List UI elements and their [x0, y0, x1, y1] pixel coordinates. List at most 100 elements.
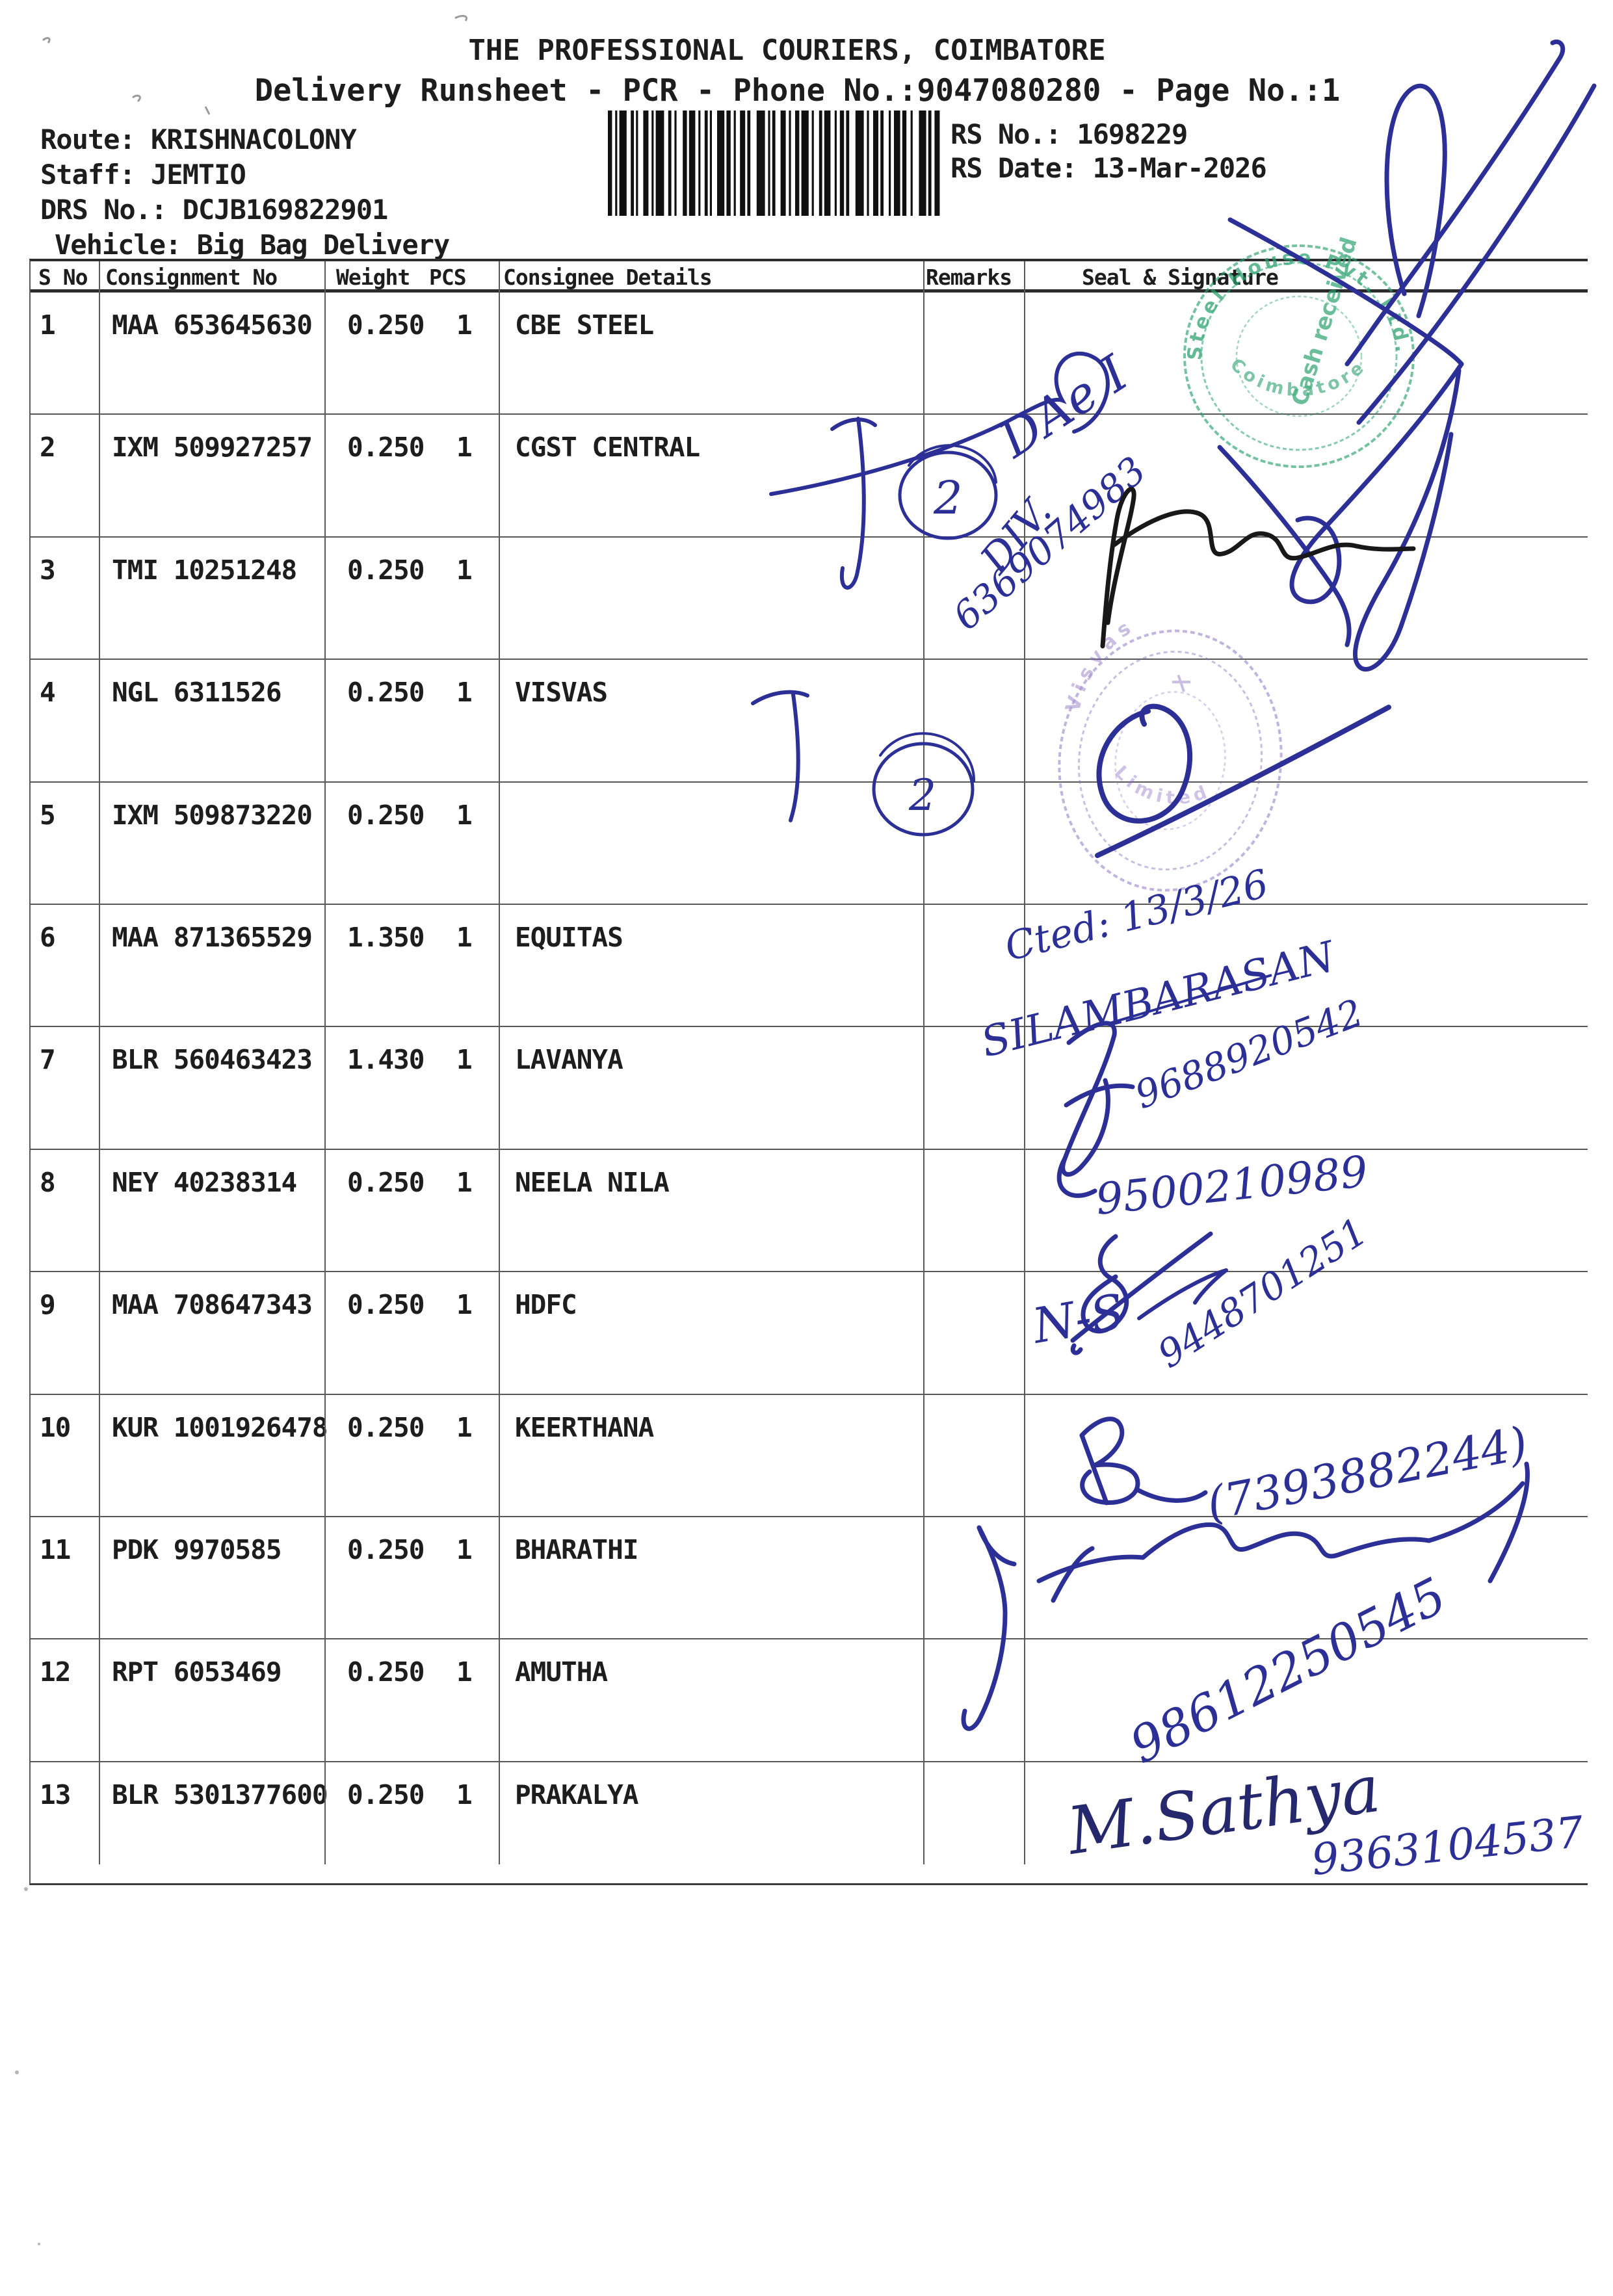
cell-weight: 0.250: [347, 554, 425, 586]
cell-s-no: 13: [40, 1779, 71, 1810]
cell-consignee: KEERTHANA: [515, 1411, 654, 1443]
rs-date-line: RS Date: 13-Mar-2026: [951, 152, 1267, 184]
cell-consignment-no: NGL 6311526: [112, 677, 282, 709]
staff-label: Staff:: [40, 159, 136, 190]
table-row: 6 MAA 871365529 1.350 1 EQUITAS: [31, 905, 1588, 1028]
rs-date-label: RS Date:: [951, 152, 1077, 184]
drs-label: DRS No.:: [40, 194, 167, 226]
vehicle-label: Vehicle:: [55, 229, 181, 261]
staff-line: Staff: JEMTIO: [40, 159, 246, 190]
table-body: 1 MAA 653645630 0.250 1 CBE STEEL 2 IXM …: [31, 293, 1588, 1883]
cell-pcs: 1: [456, 677, 473, 709]
cell-pcs: 1: [456, 1166, 473, 1198]
cell-weight: 0.250: [347, 1656, 425, 1688]
grid-line: [324, 261, 326, 1864]
cell-consignment-no: MAA 653645630: [112, 309, 313, 341]
cell-pcs: 1: [456, 554, 473, 586]
cell-consignment-no: TMI 10251248: [112, 554, 297, 586]
table-row: 8 NEY 40238314 0.250 1 NEELA NILA: [31, 1150, 1588, 1273]
grid-line: [923, 261, 925, 1864]
cell-s-no: 9: [40, 1289, 56, 1321]
table-row: 2 IXM 509927257 0.250 1 CGST CENTRAL: [31, 415, 1588, 538]
table-row: 3 TMI 10251248 0.250 1: [31, 538, 1588, 660]
rs-no-line: RS No.: 1698229: [951, 118, 1188, 150]
cell-weight: 1.350: [347, 921, 425, 953]
route-value: KRISHNACOLONY: [151, 124, 357, 155]
page-title: THE PROFESSIONAL COURIERS, COIMBATORE: [468, 34, 1106, 67]
grid-line: [1024, 261, 1025, 1864]
cell-consignment-no: RPT 6053469: [112, 1656, 282, 1688]
route-label: Route:: [40, 124, 136, 155]
cell-consignee: PRAKALYA: [515, 1779, 638, 1810]
cell-s-no: 5: [40, 799, 56, 831]
cell-pcs: 1: [456, 432, 473, 463]
cell-consignment-no: BLR 5301377600: [112, 1779, 328, 1810]
cell-consignment-no: PDK 9970585: [112, 1533, 282, 1565]
cell-pcs: 1: [456, 921, 473, 953]
cell-consignment-no: MAA 708647343: [112, 1289, 313, 1321]
runsheet-table: S No Consignment No Weight PCS Consignee…: [29, 259, 1588, 1886]
cell-pcs: 1: [456, 1533, 473, 1565]
cell-consignee: EQUITAS: [515, 921, 623, 953]
cell-weight: 0.250: [347, 677, 425, 709]
col-header-consignee: Consignee Details: [503, 265, 713, 290]
table-header-row: S No Consignment No Weight PCS Consignee…: [31, 261, 1588, 293]
cell-weight: 0.250: [347, 799, 425, 831]
cell-consignee: CGST CENTRAL: [515, 432, 700, 463]
cell-consignee: CBE STEEL: [515, 309, 654, 341]
cell-pcs: 1: [456, 799, 473, 831]
cell-weight: 0.250: [347, 1289, 425, 1321]
col-header-s-no: S No: [38, 265, 88, 290]
drs-value: DCJB169822901: [182, 194, 389, 226]
rs-date-value: 13-Mar-2026: [1092, 152, 1267, 184]
cell-pcs: 1: [456, 309, 473, 341]
col-header-remarks: Remarks: [926, 265, 1012, 290]
cell-consignee: BHARATHI: [515, 1533, 638, 1565]
cell-consignment-no: IXM 509927257: [112, 432, 313, 463]
grid-line: [99, 261, 100, 1864]
cell-s-no: 3: [40, 554, 56, 586]
cell-weight: 0.250: [347, 1166, 425, 1198]
cell-weight: 1.430: [347, 1044, 425, 1076]
cell-pcs: 1: [456, 1656, 473, 1688]
cell-pcs: 1: [456, 1289, 473, 1321]
cell-weight: 0.250: [347, 1533, 425, 1565]
cell-s-no: 8: [40, 1166, 56, 1198]
table-row: 11 PDK 9970585 0.250 1 BHARATHI: [31, 1517, 1588, 1640]
table-row: 10 KUR 1001926478 0.250 1 KEERTHANA: [31, 1395, 1588, 1517]
cell-s-no: 12: [40, 1656, 71, 1688]
table-row: 12 RPT 6053469 0.250 1 AMUTHA: [31, 1639, 1588, 1762]
drs-line: DRS No.: DCJB169822901: [40, 194, 389, 226]
page-subtitle: Delivery Runsheet - PCR - Phone No.:9047…: [254, 73, 1341, 109]
route-line: Route: KRISHNACOLONY: [40, 124, 357, 155]
cell-consignee: LAVANYA: [515, 1044, 623, 1076]
vehicle-value: Big Bag Delivery: [196, 229, 451, 261]
cell-consignment-no: IXM 509873220: [112, 799, 313, 831]
rs-no-label: RS No.:: [951, 118, 1062, 150]
grid-line: [499, 261, 500, 1864]
cell-s-no: 1: [40, 309, 56, 341]
cell-s-no: 2: [40, 432, 56, 463]
cell-consignee: HDFC: [515, 1289, 577, 1321]
col-header-weight: Weight: [336, 265, 410, 290]
cell-weight: 0.250: [347, 309, 425, 341]
cell-weight: 0.250: [347, 432, 425, 463]
table-row: 7 BLR 560463423 1.430 1 LAVANYA: [31, 1027, 1588, 1150]
cell-weight: 0.250: [347, 1411, 425, 1443]
staff-value: JEMTIO: [151, 159, 246, 190]
cell-s-no: 4: [40, 677, 56, 709]
barcode: [608, 111, 940, 216]
table-row: 4 NGL 6311526 0.250 1 VISVAS: [31, 660, 1588, 783]
cell-s-no: 6: [40, 921, 56, 953]
cell-s-no: 10: [40, 1411, 71, 1443]
cell-consignment-no: BLR 560463423: [112, 1044, 313, 1076]
cell-s-no: 11: [40, 1533, 71, 1565]
col-header-consignment: Consignment No: [105, 265, 278, 290]
cell-pcs: 1: [456, 1044, 473, 1076]
vehicle-line: Vehicle: Big Bag Delivery: [55, 229, 451, 261]
cell-pcs: 1: [456, 1411, 473, 1443]
cell-consignment-no: MAA 871365529: [112, 921, 313, 953]
table-row: 1 MAA 653645630 0.250 1 CBE STEEL: [31, 293, 1588, 415]
cell-pcs: 1: [456, 1779, 473, 1810]
